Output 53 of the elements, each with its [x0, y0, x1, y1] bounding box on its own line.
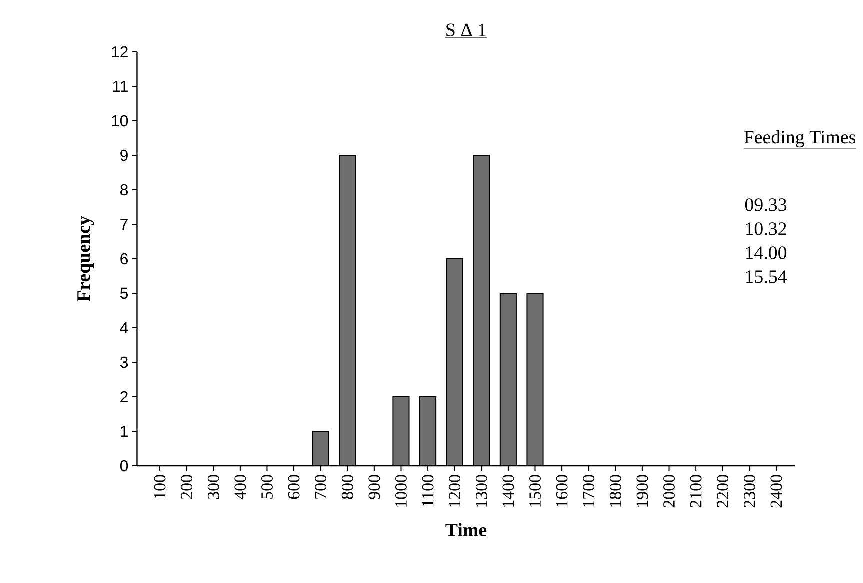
x-tick-label: 700 [315, 475, 327, 499]
x-tick-label: 600 [288, 475, 300, 500]
y-tick-label: 10 [112, 115, 128, 127]
annotation: 10.32 [746, 222, 786, 236]
x-tick-label: 200 [181, 475, 193, 500]
x-tick-label: 2400 [770, 475, 782, 508]
bar [527, 293, 544, 466]
x-tick-label: 1700 [583, 475, 595, 507]
chart-title: S Δ 1 [446, 24, 486, 36]
x-tick-label: 800 [342, 475, 354, 500]
x-tick-label: 1000 [396, 475, 407, 507]
y-tick-label: 5 [120, 288, 128, 300]
y-tick-label: 11 [113, 81, 128, 92]
x-axis-title: Time [446, 523, 487, 537]
x-tick-label: 100 [154, 475, 166, 498]
x-tick-label: 1300 [476, 475, 488, 507]
x-tick-label: 1400 [502, 475, 514, 507]
x-tick-label: 1500 [530, 475, 541, 507]
x-tick-label: 500 [262, 475, 273, 499]
bar [340, 155, 356, 466]
x-tick-label: 300 [208, 475, 220, 500]
y-tick-label: 1 [121, 426, 128, 437]
annotation: 14.00 [746, 246, 787, 260]
annotation: 09.33 [745, 198, 787, 212]
bar [446, 258, 463, 466]
y-tick-label: 4 [120, 322, 128, 334]
y-tick-label: 9 [120, 150, 128, 162]
x-tick-label: 900 [368, 475, 380, 500]
x-tick-label: 2300 [744, 475, 756, 508]
y-tick-label: 12 [112, 46, 128, 58]
bar [393, 396, 410, 466]
y-tick-label: 8 [120, 184, 128, 196]
x-tick-label: 2100 [690, 475, 702, 508]
y-tick-label: 3 [120, 356, 128, 368]
bar [312, 431, 329, 466]
y-tick-label: 6 [120, 253, 128, 265]
y-tick-label: 7 [120, 219, 128, 230]
x-tick-label: 2000 [664, 475, 675, 508]
y-axis-title: Frequency [78, 216, 94, 302]
bar [474, 155, 490, 466]
annotation: 15.54 [746, 270, 788, 284]
bar [420, 396, 436, 466]
y-tick-label: 0 [120, 460, 128, 472]
x-tick-label: 1100 [422, 475, 434, 506]
x-tick-label: 1200 [449, 475, 461, 507]
bar [500, 293, 516, 466]
x-tick-label: 2200 [717, 475, 729, 508]
y-tick-label: 2 [120, 391, 128, 403]
annotation: Feeding Times [744, 130, 856, 148]
x-tick-label: 1900 [636, 475, 648, 507]
x-tick-label: 1600 [556, 475, 568, 507]
x-tick-label: 400 [234, 475, 246, 500]
x-tick-label: 1800 [610, 475, 622, 507]
